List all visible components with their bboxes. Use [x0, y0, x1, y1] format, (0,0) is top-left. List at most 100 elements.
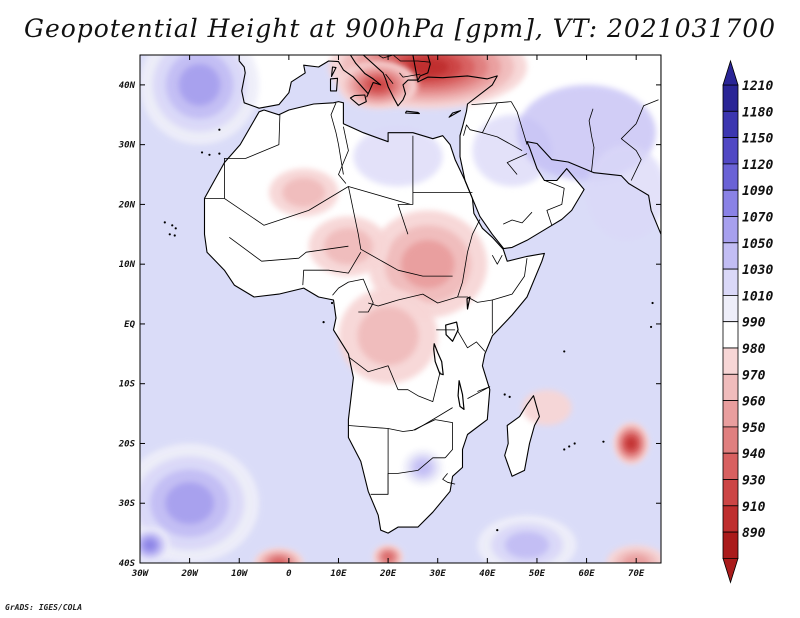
country-border — [506, 153, 528, 175]
contour-fill — [627, 439, 635, 448]
contour-fill — [522, 389, 572, 426]
anomaly-southern-ocean-low — [606, 545, 661, 563]
colorbar-swatch — [722, 373, 739, 401]
height-band — [353, 126, 443, 187]
contour-fill — [401, 240, 455, 289]
colorbar-swatch — [722, 347, 739, 375]
colorbar-label: 1180 — [742, 105, 773, 120]
country-border — [224, 186, 411, 226]
colorbar-label: 930 — [742, 474, 766, 489]
colorbar-swatch — [722, 321, 739, 349]
anomaly-southwest-high — [140, 527, 170, 563]
country-border — [370, 457, 446, 495]
colorbar-swatch — [722, 268, 739, 296]
small-island — [168, 233, 171, 236]
colorbar-label: 970 — [742, 368, 766, 383]
country-border — [467, 386, 491, 399]
anomaly-indian-ocean-low — [613, 422, 649, 465]
country-border — [457, 296, 493, 334]
small-island — [602, 440, 605, 443]
country-border — [204, 114, 281, 199]
island-coastline — [685, 265, 695, 288]
small-island — [330, 301, 334, 305]
small-island — [174, 227, 177, 230]
colorbar-label: 940 — [742, 447, 766, 462]
colorbar-swatch — [722, 426, 739, 454]
island-coastline — [330, 66, 337, 78]
country-border — [635, 99, 659, 124]
small-island — [208, 153, 211, 156]
anomaly-greece-low — [338, 60, 418, 109]
colorbar-label: 1210 — [742, 79, 773, 94]
colorbar-label: 1120 — [742, 158, 773, 173]
grads-credit: GrADS: IGES/COLA — [5, 603, 83, 612]
country-border — [471, 102, 498, 105]
small-island — [651, 301, 654, 305]
colorbar-swatch — [722, 189, 739, 217]
contour-fill — [504, 531, 550, 559]
colorbar-label: 1070 — [742, 211, 773, 226]
colorbar-label: 960 — [742, 395, 766, 410]
colorbar-swatch — [722, 452, 739, 480]
colorbar-swatch — [722, 84, 739, 112]
colorbar-swatch — [722, 242, 739, 270]
coastline — [203, 101, 545, 534]
y-tick-label: 20S — [118, 439, 136, 449]
lake-outline — [433, 343, 444, 376]
anomaly-south-africa-high — [403, 449, 443, 486]
country-border — [457, 219, 481, 298]
x-tick-label: 30E — [429, 569, 447, 579]
colorbar-swatch — [722, 110, 739, 139]
x-tick-label: 10E — [330, 569, 347, 579]
colorbar-swatch — [722, 294, 739, 323]
anomaly-mascarene-low — [522, 389, 572, 426]
country-border — [385, 73, 394, 84]
x-tick-label: 20E — [379, 569, 397, 579]
colorbar-label: 980 — [742, 342, 766, 357]
country-border — [397, 135, 414, 235]
colorbar-label: 1090 — [742, 184, 773, 199]
lake-outline — [445, 321, 459, 342]
y-tick-label: 40N — [119, 81, 136, 91]
small-island — [508, 395, 511, 398]
colorbar-label: 1030 — [742, 263, 773, 278]
small-island — [503, 393, 506, 396]
country-border — [510, 101, 528, 145]
small-island — [200, 151, 204, 154]
anomaly-south-indian-high — [477, 515, 577, 563]
colorbar-swatch — [722, 137, 739, 165]
country-border — [492, 258, 528, 301]
colorbar-label: 1050 — [742, 237, 773, 252]
colorbar-bottom-arrow — [722, 558, 739, 584]
lake-outline — [457, 380, 465, 410]
country-border — [620, 123, 642, 181]
country-border — [491, 255, 503, 265]
colorbar-swatch — [722, 400, 739, 428]
contour-fill — [271, 558, 287, 563]
colorbar-label: 1010 — [742, 289, 773, 304]
country-border — [442, 473, 456, 485]
height-band — [586, 144, 661, 241]
x-tick-label: 40E — [479, 569, 496, 579]
small-island — [171, 224, 174, 227]
colorbar-swatch — [722, 505, 739, 533]
colorbar-top-arrow — [722, 59, 739, 86]
x-tick-label: 0 — [286, 569, 292, 579]
small-island — [496, 529, 499, 532]
colorbar-label: 1150 — [742, 132, 773, 147]
country-border — [338, 126, 349, 184]
contour-fill — [406, 58, 449, 76]
country-border — [348, 186, 453, 277]
coastline-layer — [163, 55, 695, 534]
y-tick-label: 20N — [118, 200, 136, 210]
small-island — [322, 321, 325, 324]
country-border — [544, 180, 565, 226]
y-tick-label: 10S — [119, 380, 136, 390]
small-island — [563, 448, 566, 451]
chart-title: Geopotential Height at 900hPa [gpm], VT:… — [23, 14, 777, 43]
island-coastline — [349, 94, 367, 106]
coastline — [412, 55, 661, 250]
small-island — [573, 442, 576, 445]
x-tick-label: 50E — [529, 569, 546, 579]
